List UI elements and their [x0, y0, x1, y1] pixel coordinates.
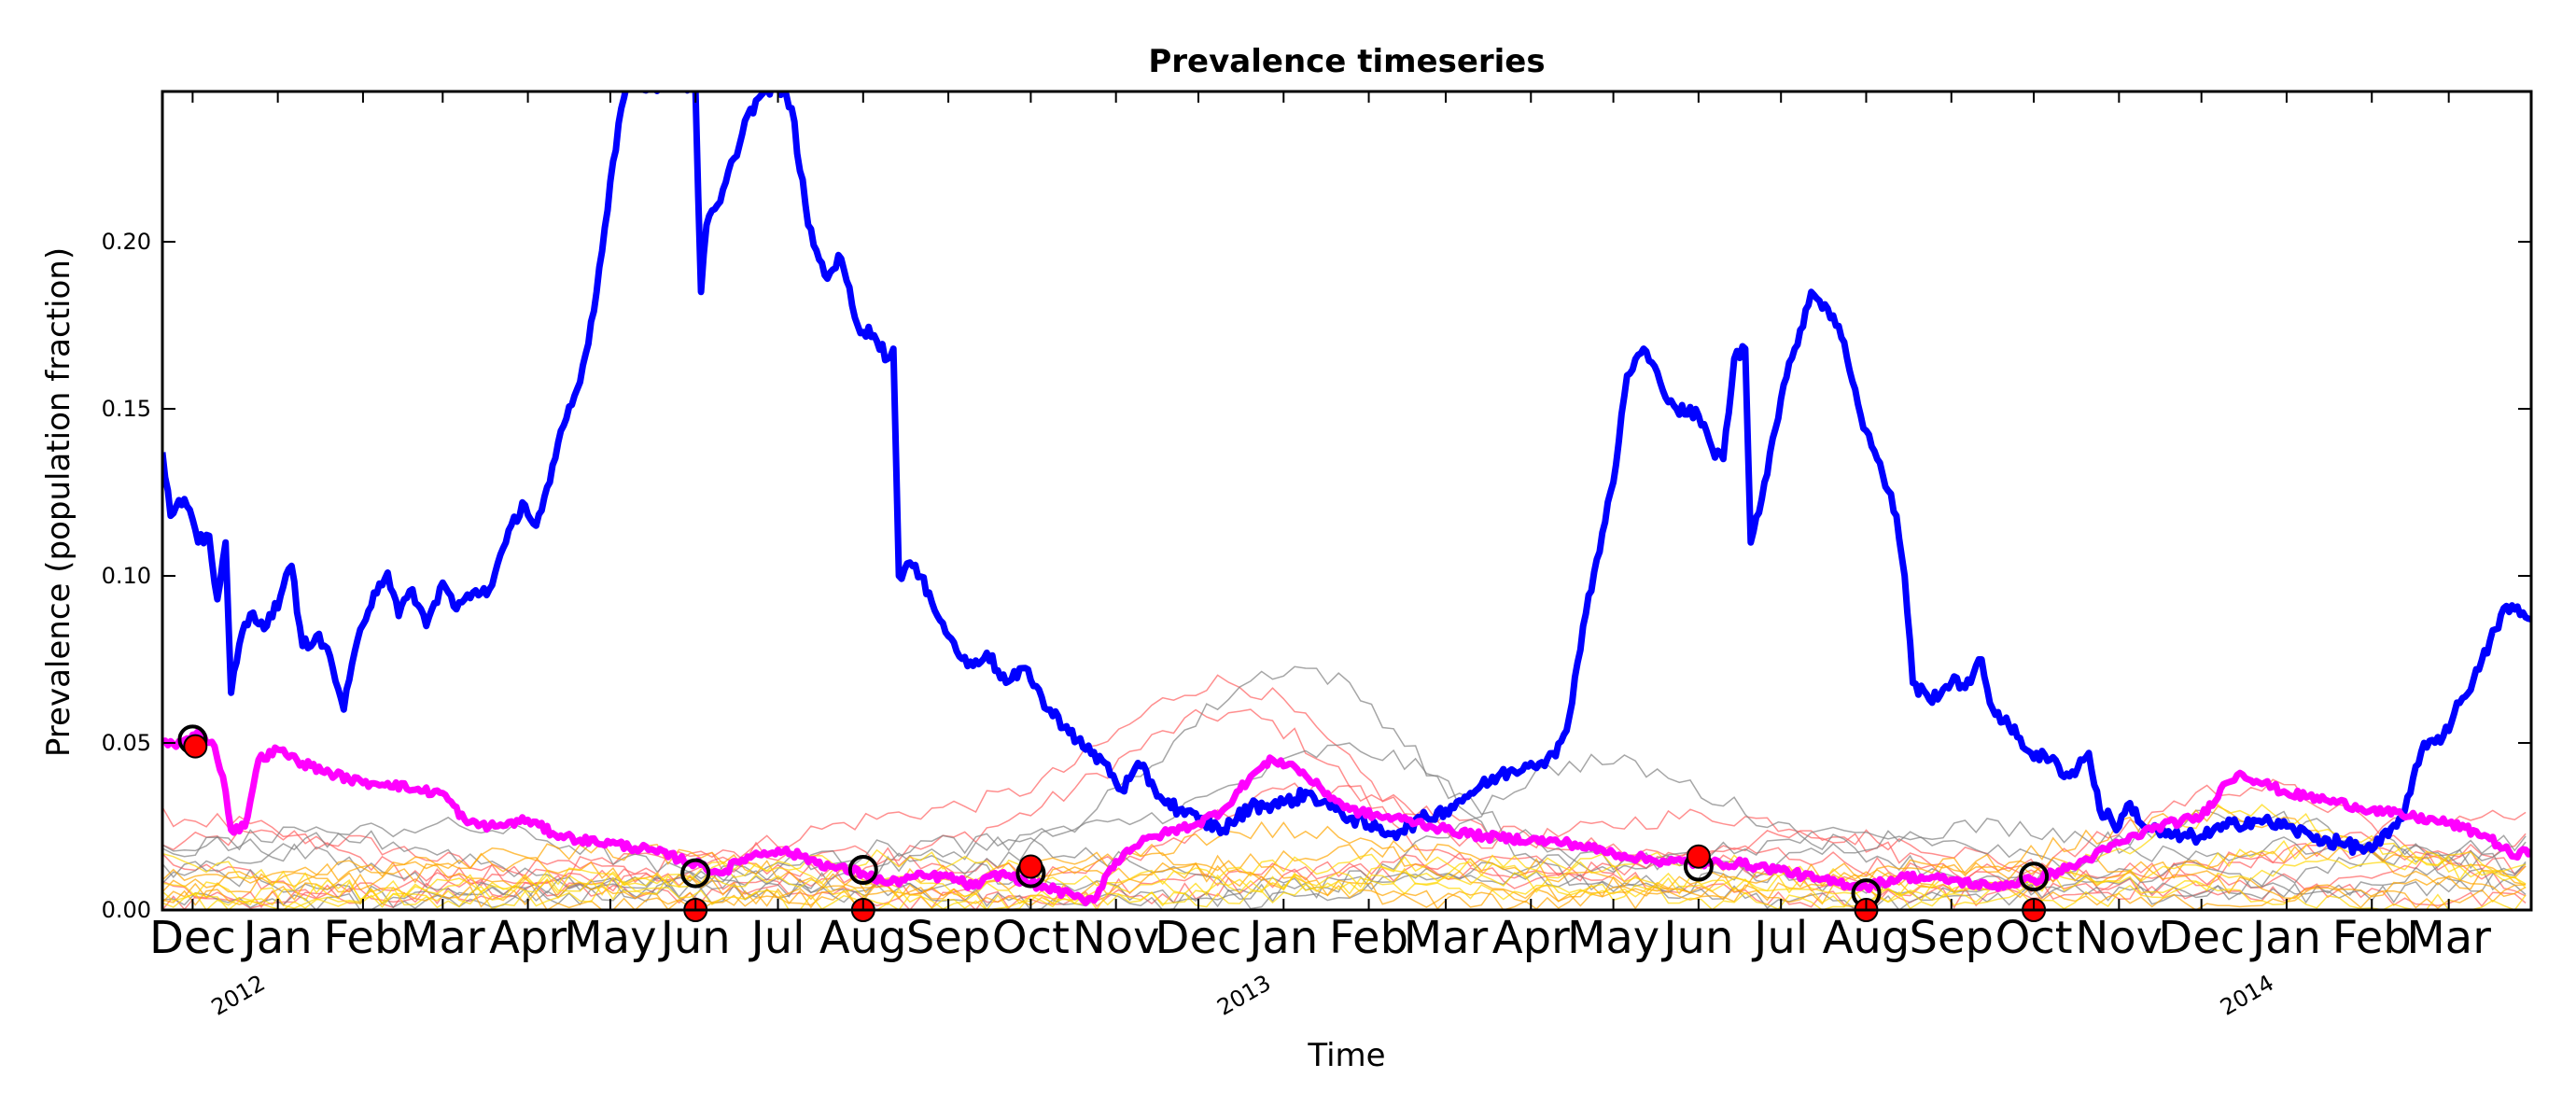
- x-tick-label: Apr: [489, 912, 567, 964]
- background-series-line: [162, 674, 2527, 901]
- filled-circle-marker: [1018, 854, 1043, 879]
- background-series-line: [162, 805, 2527, 906]
- y-tick-label: 0.00: [102, 897, 151, 923]
- year-label: 2012: [207, 970, 270, 1021]
- x-tick-label: May: [564, 912, 656, 964]
- chart-title: Prevalence timeseries: [1148, 43, 1545, 80]
- x-tick-label: Aug: [819, 912, 907, 964]
- open-circle-marker: [847, 855, 878, 885]
- y-tick-label: 0.15: [102, 396, 151, 422]
- blue-series-line: [162, 91, 2531, 856]
- x-tick-label: Dec: [2158, 912, 2245, 964]
- x-tick-label: Oct: [1995, 912, 2073, 964]
- x-tick-label: Mar: [400, 912, 485, 964]
- background-series-line: [162, 820, 2527, 910]
- background-series-line: [162, 809, 2527, 910]
- background-series-line: [162, 708, 2527, 904]
- year-label: 2013: [1212, 970, 1275, 1021]
- y-tick-label: 0.10: [102, 563, 151, 589]
- background-series-line: [162, 872, 2527, 910]
- x-tick-label: Sep: [906, 912, 990, 964]
- background-series-group: [162, 665, 2527, 910]
- x-tick-label: Dec: [149, 912, 236, 964]
- y-tick-label: 0.20: [102, 229, 151, 255]
- x-tick-label: Mar: [1404, 912, 1489, 964]
- magenta-series-line: [162, 728, 2531, 906]
- background-series-line: [162, 838, 2527, 910]
- filled-circle-marker: [183, 734, 208, 759]
- x-tick-label: Feb: [2332, 912, 2412, 964]
- x-tick-label: Feb: [323, 912, 402, 964]
- x-tick-label: Jun: [658, 912, 731, 964]
- x-tick-label: Feb: [1329, 912, 1408, 964]
- y-tick-label: 0.05: [102, 730, 151, 756]
- background-series-line: [162, 842, 2527, 910]
- x-tick-label: Dec: [1155, 912, 1242, 964]
- x-axis-label: Time: [1307, 1037, 1385, 1074]
- x-tick-label: Mar: [2406, 912, 2491, 964]
- x-tick-label: Apr: [1492, 912, 1570, 964]
- x-tick-label: Jan: [1246, 912, 1318, 964]
- x-tick-label: Aug: [1823, 912, 1911, 964]
- open-circle-marker: [680, 858, 711, 889]
- open-circle-marker: [2019, 861, 2050, 892]
- marker-group: [177, 724, 2050, 922]
- x-tick-label: Jan: [241, 912, 313, 964]
- x-tick-label: Jun: [1660, 912, 1733, 964]
- plot-frame: [161, 90, 2533, 912]
- x-tick-label: Jul: [1751, 912, 1808, 964]
- x-tick-label: Oct: [992, 912, 1070, 964]
- filled-circle-marker: [1686, 844, 1711, 869]
- year-label: 2014: [2216, 970, 2278, 1021]
- x-tick-label: Sep: [1910, 912, 1994, 964]
- background-series-line: [162, 851, 2527, 910]
- main-series-group: [162, 91, 2531, 906]
- x-tick-label: Nov: [1072, 912, 1160, 964]
- background-series-line: [162, 845, 2527, 910]
- y-axis-ticks: 0.00 0.05 0.10 0.15 0.20: [102, 229, 2531, 923]
- y-axis-label: Prevalence (population fraction): [40, 247, 77, 757]
- year-labels: 2012 2013 2014: [207, 970, 2278, 1021]
- x-tick-label: May: [1567, 912, 1659, 964]
- background-series-line: [162, 848, 2527, 910]
- x-tick-label: Jan: [2249, 912, 2321, 964]
- x-tick-label: Nov: [2076, 912, 2163, 964]
- background-series-line: [162, 804, 2527, 910]
- x-tick-label: Jul: [749, 912, 805, 964]
